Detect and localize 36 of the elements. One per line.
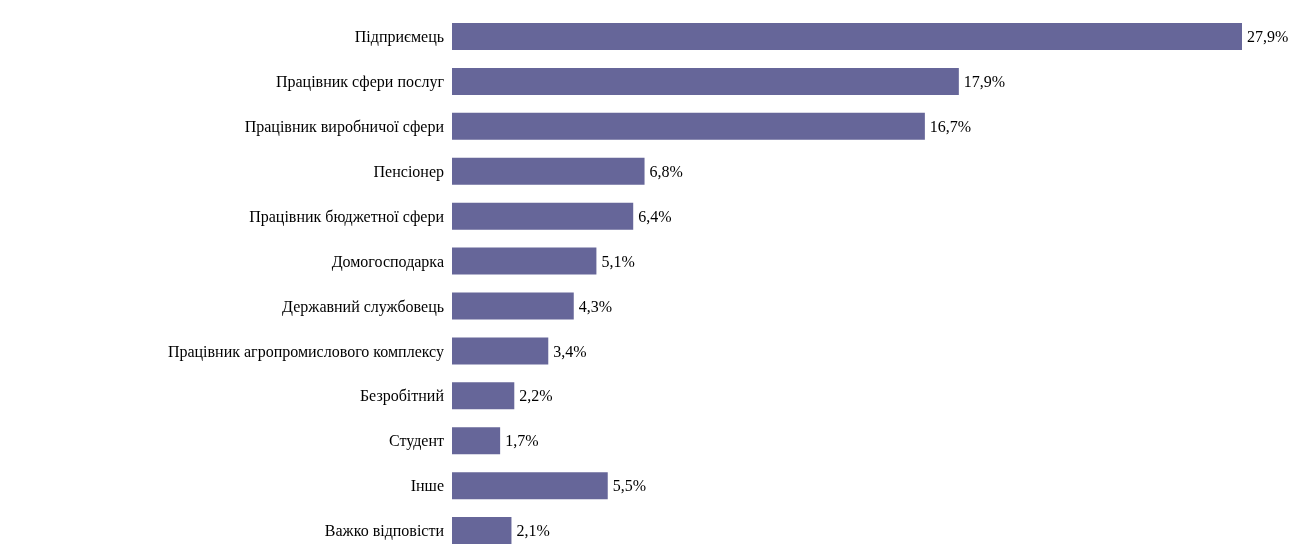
bar bbox=[452, 112, 925, 140]
y-tick-label: Важко відповісти bbox=[324, 522, 445, 541]
data-label: 6,4% bbox=[638, 207, 672, 225]
data-label: 17,9% bbox=[963, 73, 1006, 91]
y-tick-label: Безробітний bbox=[359, 387, 445, 406]
data-label: 27,9% bbox=[1247, 28, 1289, 46]
bar bbox=[452, 517, 512, 545]
data-label: 6,8% bbox=[649, 162, 683, 180]
bar bbox=[452, 427, 501, 455]
y-tick-label: Державний службовець bbox=[282, 297, 444, 316]
bar bbox=[452, 382, 515, 410]
data-label: 1,7% bbox=[505, 432, 539, 450]
data-label: 2,1% bbox=[516, 522, 550, 540]
bar bbox=[452, 337, 549, 365]
y-tick-label: Працівник виробничої сфери bbox=[244, 117, 445, 136]
bar bbox=[452, 247, 597, 275]
bar bbox=[452, 22, 1242, 50]
bar bbox=[452, 67, 959, 95]
y-tick-label: Підприємець bbox=[354, 28, 444, 47]
bar bbox=[452, 472, 608, 500]
y-tick-label: Працівник агропромислового комплексу bbox=[167, 342, 444, 361]
bar bbox=[452, 202, 634, 230]
bar bbox=[452, 292, 574, 320]
data-label: 16,7% bbox=[929, 118, 972, 135]
data-label: 2,2% bbox=[519, 387, 553, 405]
y-tick-label: Домогосподарка bbox=[331, 252, 444, 271]
y-tick-label: Працівник сфери послуг bbox=[275, 73, 445, 92]
bar bbox=[452, 157, 645, 185]
y-tick-label: Студент bbox=[388, 432, 445, 451]
y-tick-label: Працівник бюджетної сфери bbox=[249, 207, 445, 226]
data-label: 5,5% bbox=[612, 477, 647, 495]
data-label: 5,1% bbox=[601, 252, 635, 270]
data-label: 4,3% bbox=[578, 297, 613, 315]
data-label: 3,4% bbox=[553, 342, 587, 360]
y-tick-label: Пенсіонер bbox=[373, 162, 444, 181]
y-tick-label: Інше bbox=[410, 477, 444, 495]
